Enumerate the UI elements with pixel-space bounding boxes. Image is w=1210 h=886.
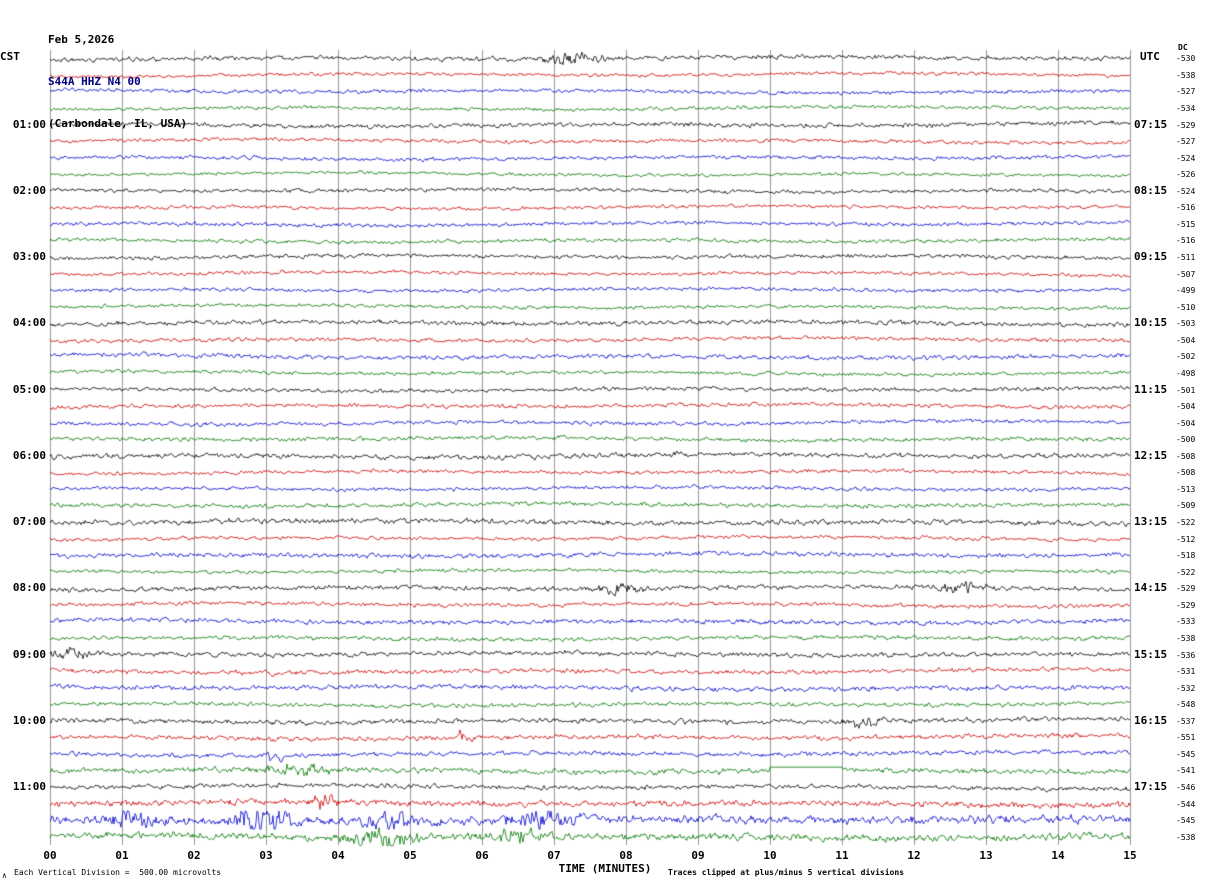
- dc-offset-value: -529: [1176, 600, 1196, 610]
- dc-offset-value: -546: [1176, 783, 1196, 793]
- dc-offset-value: -522: [1176, 518, 1196, 528]
- utc-time-label: 15:15: [1134, 647, 1168, 661]
- scale-caret: ∧: [2, 871, 7, 880]
- minute-tick-label: 10: [763, 849, 777, 862]
- minute-tick-label: 14: [1051, 849, 1065, 862]
- station-location: (Carbondale, IL, USA): [48, 117, 188, 130]
- left-timezone-label: CST: [0, 50, 20, 63]
- cst-time-label: 08:00: [12, 581, 46, 595]
- utc-time-label: 16:15: [1134, 713, 1168, 727]
- dc-offset-value: -527: [1176, 87, 1196, 97]
- dc-offset-value: -533: [1176, 617, 1196, 627]
- minute-tick-label: 00: [43, 849, 57, 862]
- cst-time-label: 01:00: [12, 117, 46, 131]
- dc-offset-value: -545: [1176, 816, 1196, 826]
- dc-offset-value: -516: [1176, 236, 1196, 246]
- utc-time-label: 17:15: [1134, 780, 1168, 794]
- dc-offset-value: -511: [1176, 253, 1196, 263]
- minute-tick-label: 15: [1123, 849, 1137, 862]
- dc-offset-value: -537: [1176, 716, 1196, 726]
- dc-offset-value: -507: [1176, 269, 1196, 279]
- cst-time-label: 05:00: [12, 382, 46, 396]
- dc-offset-value: -498: [1176, 368, 1196, 378]
- utc-time-label: 09:15: [1134, 250, 1168, 264]
- scale-note: Each Vertical Division = 500.00 microvol…: [14, 868, 222, 877]
- dc-offset-value: -504: [1176, 335, 1196, 345]
- dc-offset-value: -509: [1176, 501, 1196, 511]
- dc-offset-value: -538: [1176, 633, 1196, 643]
- dc-offset-value: -508: [1176, 451, 1196, 461]
- cst-time-label: 06:00: [12, 448, 46, 462]
- dc-offset-value: -501: [1176, 385, 1196, 395]
- cst-time-label: 04:00: [12, 316, 46, 330]
- minute-tick-label: 09: [691, 849, 705, 862]
- dc-offset-value: -541: [1176, 766, 1196, 776]
- minute-tick-label: 01: [115, 849, 129, 862]
- title-block: Feb 5,2026 S44A HHZ N4 00 (Carbondale, I…: [48, 5, 187, 159]
- dc-offset-value: -510: [1176, 302, 1196, 312]
- dc-offset-value: -504: [1176, 418, 1196, 428]
- clip-note: Traces clipped at plus/minus 5 vertical …: [668, 868, 905, 877]
- minute-tick-label: 05: [403, 849, 417, 862]
- dc-offset-value: -527: [1176, 137, 1196, 147]
- minute-tick-label: 11: [835, 849, 849, 862]
- dc-offset-value: -526: [1176, 170, 1196, 180]
- dc-offset-value: -532: [1176, 683, 1196, 693]
- dc-offset-value: -548: [1176, 700, 1196, 710]
- station-id: S44A HHZ N4 00: [48, 75, 141, 88]
- dc-offset-value: -516: [1176, 203, 1196, 213]
- utc-time-label: 12:15: [1134, 448, 1168, 462]
- dc-offset-value: -518: [1176, 551, 1196, 561]
- right-timezone-label: UTC: [1140, 50, 1160, 63]
- minute-tick-label: 02: [187, 849, 201, 862]
- minute-tick-label: 04: [331, 849, 345, 862]
- dc-offset-value: -502: [1176, 352, 1196, 362]
- dc-offset-value: -524: [1176, 153, 1196, 163]
- dc-offset-value: -529: [1176, 120, 1196, 130]
- dc-offset-value: -508: [1176, 468, 1196, 478]
- minute-tick-label: 13: [979, 849, 993, 862]
- dc-offset-value: -538: [1176, 70, 1196, 80]
- dc-offset-value: -499: [1176, 286, 1196, 296]
- dc-offset-value: -500: [1176, 435, 1196, 445]
- minute-tick-label: 12: [907, 849, 921, 862]
- utc-time-label: 10:15: [1134, 316, 1168, 330]
- dc-offset-value: -530: [1176, 54, 1196, 64]
- cst-time-label: 09:00: [12, 647, 46, 661]
- dc-offset-value: -503: [1176, 319, 1196, 329]
- utc-time-label: 14:15: [1134, 581, 1168, 595]
- dc-offset-value: -551: [1176, 733, 1196, 743]
- utc-time-label: 08:15: [1134, 183, 1168, 197]
- minute-tick-label: 08: [619, 849, 633, 862]
- cst-time-label: 10:00: [12, 713, 46, 727]
- dc-offset-value: -515: [1176, 219, 1196, 229]
- dc-offset-value: -538: [1176, 832, 1196, 842]
- dc-offset-value: -534: [1176, 103, 1196, 113]
- cst-time-label: 07:00: [12, 515, 46, 529]
- record-date: Feb 5,2026: [48, 33, 115, 46]
- dc-offset-value: -536: [1176, 650, 1196, 660]
- dc-offset-header: DC: [1178, 43, 1188, 52]
- utc-time-label: 07:15: [1134, 117, 1168, 131]
- dc-offset-value: -522: [1176, 567, 1196, 577]
- dc-offset-value: -512: [1176, 534, 1196, 544]
- dc-offset-value: -504: [1176, 402, 1196, 412]
- cst-time-label: 11:00: [12, 780, 46, 794]
- minute-tick-label: 07: [547, 849, 561, 862]
- cst-time-label: 02:00: [12, 183, 46, 197]
- utc-time-label: 13:15: [1134, 515, 1168, 529]
- dc-offset-value: -529: [1176, 584, 1196, 594]
- minute-tick-label: 06: [475, 849, 489, 862]
- cst-time-label: 03:00: [12, 250, 46, 264]
- minute-tick-label: 03: [259, 849, 273, 862]
- dc-offset-value: -545: [1176, 749, 1196, 759]
- dc-offset-value: -513: [1176, 484, 1196, 494]
- utc-time-label: 11:15: [1134, 382, 1168, 396]
- dc-offset-value: -524: [1176, 186, 1196, 196]
- dc-offset-value: -531: [1176, 667, 1196, 677]
- x-axis-title: TIME (MINUTES): [558, 862, 652, 875]
- dc-offset-value: -544: [1176, 799, 1196, 809]
